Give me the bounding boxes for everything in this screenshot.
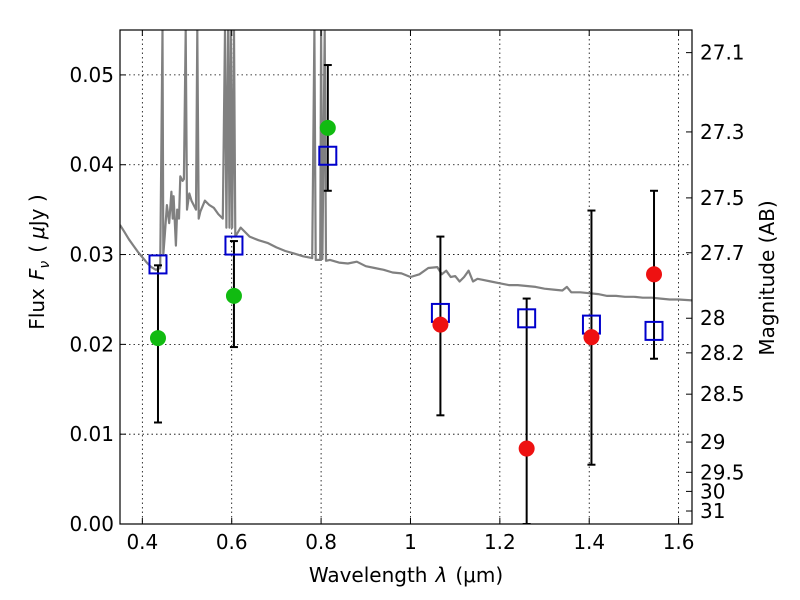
model-spectrum-line (120, 30, 692, 302)
y-tick-label: 0.05 (69, 63, 114, 87)
y-axis-label: FluxFν(μJy ) (25, 194, 53, 329)
y2-tick-label: 30 (700, 479, 725, 503)
x-tick-label: 0.4 (126, 530, 158, 554)
model-flux-square (148, 254, 168, 275)
x-tick-label: 0.8 (305, 530, 337, 554)
observed-flux-point (432, 316, 449, 333)
axis-layer: 0.4 0.6 0.8 1 1.2 1.4 1.6 0.00 0.01 0.02 0.03 0.04 0… (69, 30, 745, 554)
y2-tick-label: 29 (700, 430, 725, 454)
y-tick-label: 0.02 (69, 332, 114, 356)
x-axis-label: Wavelength λ (μm) (309, 563, 503, 587)
observed-flux-point (646, 266, 663, 283)
y2-tick-label: 27.3 (700, 120, 745, 144)
series-layer (120, 30, 692, 524)
y-tick-label: 0.04 (69, 153, 114, 177)
plot-frame (119, 29, 693, 525)
y2-tick-label: 27.7 (700, 241, 745, 265)
y2-tick-label: 28.2 (700, 341, 745, 365)
observed-flux-point (149, 330, 166, 347)
x-tick-label: 1.2 (484, 530, 516, 554)
series-group (120, 30, 692, 524)
y2-tick-label: 31 (700, 499, 725, 523)
observed-flux-point (518, 440, 535, 457)
observed-flux-point (583, 329, 600, 346)
model-flux-square (517, 308, 537, 329)
y2-tick-label: 28 (700, 306, 725, 330)
observed-flux-point (225, 287, 242, 304)
grid-layer (120, 30, 692, 525)
observed-flux-point (319, 119, 336, 136)
x-tick-label: 0.6 (216, 530, 248, 554)
x-tick-label: 1.6 (663, 530, 695, 554)
model-flux-square (644, 320, 664, 341)
x-tick-label: 1.4 (573, 530, 605, 554)
y-tick-label: 0.00 (69, 512, 114, 536)
y2-axis-label: Magnitude (AB) (755, 200, 779, 355)
model-flux-square (318, 145, 338, 166)
model-flux-square (224, 235, 244, 256)
y2-tick-label: 27.1 (700, 41, 745, 65)
y-tick-label: 0.03 (69, 243, 114, 267)
y2-tick-label: 27.5 (700, 186, 745, 210)
y2-tick-label: 29.5 (700, 460, 745, 484)
x-tick-label: 1 (404, 530, 417, 554)
y-tick-label: 0.01 (69, 422, 114, 446)
y2-tick-label: 28.5 (700, 382, 745, 406)
